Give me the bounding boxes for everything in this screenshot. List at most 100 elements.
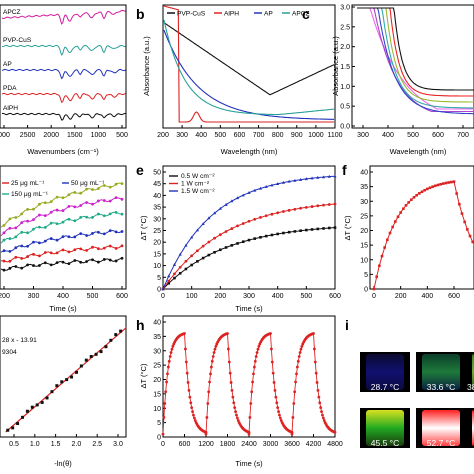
panel-d-point	[2, 268, 6, 272]
panel-c-ytick-label: 3.0	[340, 5, 350, 12]
panel-e-point	[259, 216, 262, 219]
panel-e-point	[247, 219, 251, 223]
panel-d-point	[2, 249, 6, 253]
panel-d-point	[114, 246, 118, 250]
panel-e-point	[167, 274, 171, 278]
panel-e-point	[316, 204, 320, 208]
panel-e-point	[305, 228, 308, 232]
panel-d-xtick-label: 300	[28, 293, 40, 300]
panel-d-point	[43, 201, 47, 205]
panel-f-point	[391, 225, 394, 229]
panel-e-point	[230, 227, 234, 230]
panel-e-ytick-label: 50	[153, 170, 161, 177]
panel-h-point	[190, 406, 194, 410]
panel-h-point	[276, 406, 280, 410]
panel-h-point	[161, 432, 165, 436]
panel-d-point	[85, 260, 88, 263]
panel-d-point	[97, 230, 100, 234]
panel-d-xlabel: Time (s)	[49, 304, 77, 313]
panel-b-legend-label: AlPH	[224, 11, 239, 18]
panel-h-point	[183, 332, 186, 335]
panel-d-point	[61, 196, 65, 200]
panel-e-point	[241, 240, 245, 243]
panel-h-point	[256, 347, 260, 351]
panel-e-point	[253, 217, 257, 221]
panel-f-point	[455, 192, 458, 195]
panel-c-ytick-label: 1.0	[340, 84, 350, 91]
panel-d-point	[43, 226, 47, 229]
panel-e-point	[213, 236, 217, 240]
panel-h-ytick-label: 15	[153, 391, 161, 398]
panel-h-point	[189, 401, 193, 405]
panel-d-point	[38, 264, 41, 267]
panel-h-point	[278, 416, 282, 420]
panel-b-frame	[162, 4, 336, 129]
panel-e-xtick-label: 400	[272, 293, 284, 300]
panel-h-point	[233, 406, 237, 410]
panel-h-point	[226, 347, 230, 351]
panel-d-point	[102, 199, 106, 202]
panel-h-ytick-label: 25	[153, 363, 161, 370]
panel-d-point	[91, 202, 94, 206]
panel-h-point	[294, 380, 297, 384]
panel-d-point	[32, 240, 35, 244]
panel-h-point	[185, 371, 189, 375]
panel-h-ytick-label: 40	[153, 320, 161, 327]
panel-h-point	[209, 365, 213, 369]
panel-e-xtick-label: 0	[161, 293, 165, 300]
panel-h-ylabel: ΔT (°C)	[139, 363, 148, 388]
panel-c-ytick-label: 2.0	[340, 44, 350, 51]
panel-g-xtick-label: 1.0	[30, 441, 40, 448]
panel-d-point	[32, 264, 35, 267]
panel-g-point	[65, 378, 69, 382]
panel-d-point	[49, 263, 53, 267]
panel-g-point	[84, 358, 88, 362]
panel-h-point	[269, 347, 273, 351]
panel-d-point	[120, 182, 124, 185]
panel-i-temperature: 45.5 °C	[371, 438, 399, 448]
panel-h-point	[253, 359, 257, 363]
panel-letter-h: h	[136, 317, 145, 333]
panel-d-point	[91, 245, 94, 249]
panel-c-series-line	[357, 7, 474, 110]
panel-f-frame	[369, 165, 474, 290]
panel-h-point	[206, 402, 210, 405]
panel-d-xtick-label: 500	[87, 293, 99, 300]
panel-h-ytick-label: 0	[157, 435, 161, 442]
panel-d-point	[61, 248, 65, 252]
panel-a-series-label: PDA	[3, 85, 17, 92]
panel-d-point	[55, 222, 59, 226]
panel-h-point	[235, 413, 238, 417]
panel-d-point	[26, 207, 29, 211]
panel-d-point	[32, 218, 35, 222]
panel-h-xtick-label: 1800	[220, 441, 236, 448]
panel-a-series-line	[1, 112, 126, 121]
panel-c-ytick-label: 1.5	[340, 64, 350, 71]
panel-d-xtick-label: 600	[116, 293, 128, 300]
panel-h-point	[296, 359, 300, 363]
panel-d-point	[43, 251, 47, 254]
panel-c-xlabel: Wavelength (nm)	[390, 147, 447, 156]
panel-d-point	[55, 238, 59, 242]
panel-g-point	[94, 352, 98, 356]
panel-d-point	[8, 259, 12, 263]
panel-f-point	[394, 220, 397, 223]
panel-f-point	[383, 246, 386, 249]
panel-h-point	[321, 416, 325, 420]
panel-h-point	[209, 372, 212, 376]
panel-h-point	[249, 402, 253, 405]
panel-f-ytick-label: 35	[360, 184, 368, 191]
panel-b-xtick-label: 200	[157, 132, 169, 139]
panel-g-point	[40, 400, 44, 404]
panel-e-point	[259, 236, 262, 239]
panel-d-point	[8, 266, 12, 270]
panel-d-point	[20, 230, 24, 234]
panel-h-point	[251, 380, 254, 384]
panel-e-point	[322, 227, 325, 230]
panel-b-xtick-label: 300	[176, 132, 188, 139]
panel-d-point	[61, 220, 65, 224]
panel-f-ytick-label: 15	[360, 243, 368, 250]
panel-d-point	[43, 261, 47, 265]
panel-g-xtick-label: 3.0	[113, 441, 123, 448]
